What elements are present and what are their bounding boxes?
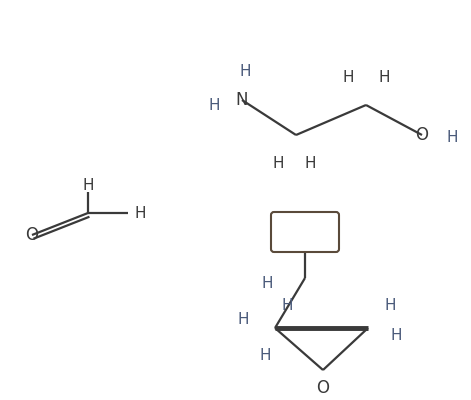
- Text: H: H: [82, 178, 94, 194]
- Text: H: H: [378, 70, 390, 84]
- Text: H: H: [261, 276, 273, 290]
- Text: O: O: [415, 126, 429, 144]
- Text: H: H: [281, 298, 293, 314]
- Text: H: H: [237, 312, 249, 328]
- Text: H: H: [134, 206, 146, 220]
- Text: H: H: [304, 156, 316, 170]
- FancyBboxPatch shape: [271, 212, 339, 252]
- Text: H: H: [259, 348, 271, 364]
- Text: H: H: [446, 130, 458, 146]
- Text: H: H: [342, 70, 354, 84]
- Text: H: H: [390, 328, 402, 344]
- Text: O: O: [317, 379, 330, 397]
- Text: H: H: [239, 64, 251, 80]
- Text: N: N: [236, 91, 248, 109]
- Text: H: H: [384, 298, 396, 314]
- Text: Abs: Abs: [291, 224, 319, 240]
- Text: O: O: [25, 226, 39, 244]
- Text: H: H: [208, 98, 220, 112]
- Text: H: H: [272, 156, 284, 170]
